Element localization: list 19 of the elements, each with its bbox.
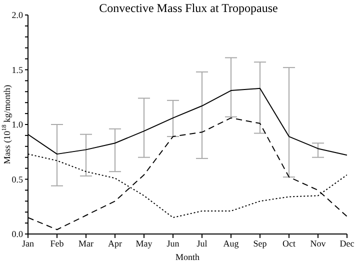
x-axis-title: Month (175, 252, 200, 262)
x-tick-label: Jun (166, 238, 180, 248)
y-tick-label: 2.0 (12, 10, 24, 20)
x-tick-label: Oct (282, 238, 296, 248)
x-tick-label: Sep (253, 238, 268, 248)
chart-title: Convective Mass Flux at Tropopause (98, 1, 279, 16)
x-tick-label: Nov (310, 238, 326, 248)
x-tick-label: May (136, 238, 153, 248)
x-tick-label: Jan (22, 238, 34, 248)
x-tick-label: Mar (78, 238, 94, 248)
x-tick-label: Apr (108, 238, 122, 248)
x-tick-label: Feb (50, 238, 64, 248)
x-tick-label: Dec (340, 238, 354, 248)
y-tick-label: 1.5 (12, 64, 24, 75)
y-tick-label: 0.5 (12, 174, 24, 184)
x-tick-label: Jul (196, 238, 208, 248)
y-tick-label: 1.0 (12, 120, 24, 130)
y-tick-label: 0.0 (12, 229, 24, 240)
x-tick-label: Aug (223, 238, 240, 248)
